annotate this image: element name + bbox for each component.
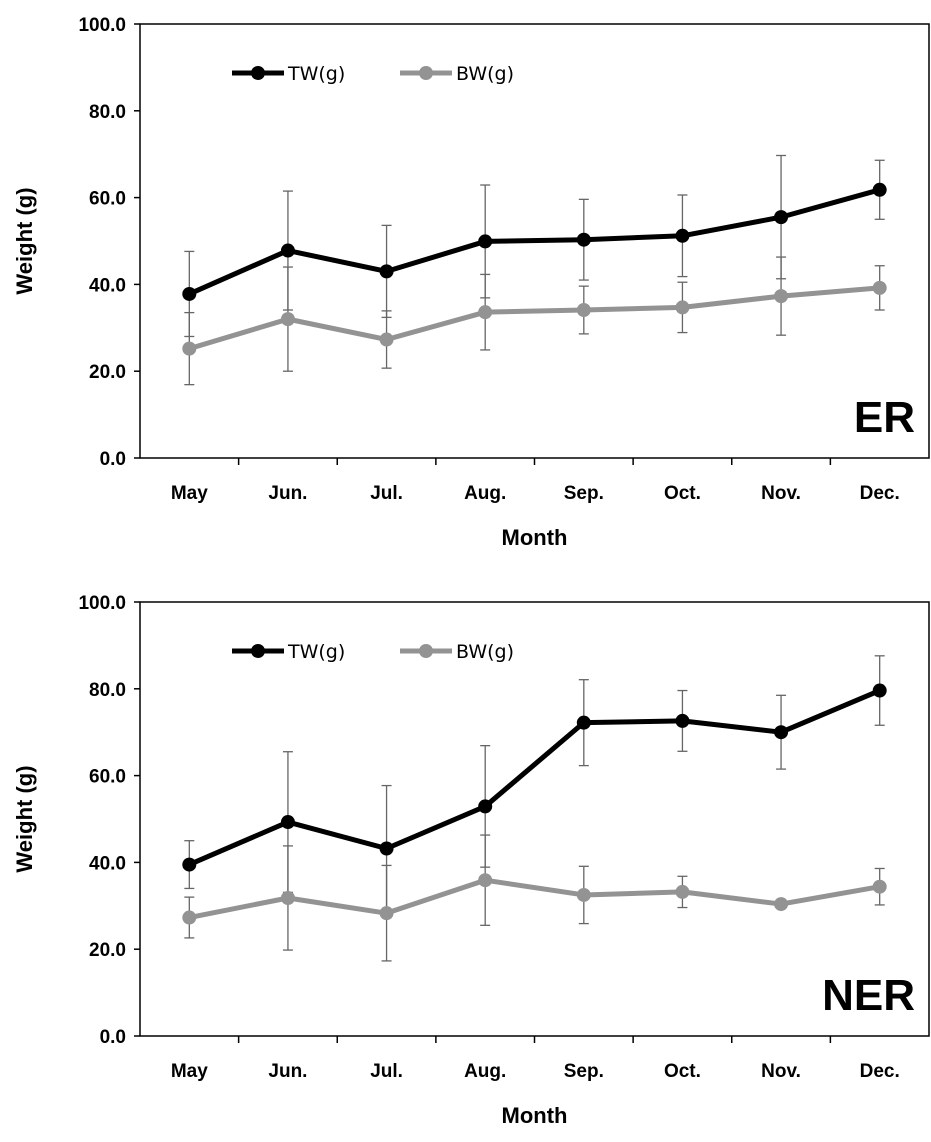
data-point bbox=[774, 725, 789, 740]
data-point bbox=[379, 264, 394, 279]
x-tick-label: Aug. bbox=[464, 483, 506, 504]
data-point bbox=[182, 286, 197, 301]
chart-panel-ner: 0.0 20.0 40.0 60.0 80.0 100.0 May Jun. Jul. Aug. S… bbox=[0, 578, 931, 1142]
x-tick-label: May bbox=[171, 483, 208, 504]
y-tick-label: 0.0 bbox=[100, 449, 126, 470]
series-1 bbox=[182, 834, 887, 962]
data-point bbox=[872, 879, 887, 894]
data-point bbox=[478, 873, 493, 888]
x-tick-label: Jun. bbox=[268, 1061, 307, 1082]
x-tick-label: Jul. bbox=[370, 483, 403, 504]
data-point bbox=[182, 341, 197, 356]
series-line bbox=[188, 187, 881, 297]
series-line bbox=[188, 877, 881, 920]
series-line bbox=[188, 285, 880, 352]
y-tick-label: 40.0 bbox=[89, 275, 126, 296]
plot-frame bbox=[139, 601, 930, 1037]
legend-label: TW(g) bbox=[287, 641, 345, 663]
x-tick-label: Oct. bbox=[664, 483, 701, 504]
data-point bbox=[872, 182, 887, 197]
data-point bbox=[478, 305, 493, 320]
x-tick-label: Dec. bbox=[860, 483, 900, 504]
data-point bbox=[280, 243, 295, 258]
legend: TW(g) BW(g) bbox=[232, 641, 514, 663]
x-tick-label: Oct. bbox=[664, 1061, 701, 1082]
data-point bbox=[675, 228, 690, 243]
y-tick-label: 40.0 bbox=[89, 853, 126, 874]
chart-er: 0.0 20.0 40.0 60.0 80.0 100.0 May Jun. Jul. Aug. S… bbox=[12, 15, 930, 550]
legend-label: BW(g) bbox=[456, 641, 514, 663]
x-tick-label: Sep. bbox=[564, 1061, 604, 1082]
y-tick-label: 80.0 bbox=[89, 102, 126, 123]
legend-label: TW(g) bbox=[287, 63, 345, 85]
x-tick-label: Nov. bbox=[761, 483, 801, 504]
data-point bbox=[182, 857, 197, 872]
y-tick-label: 20.0 bbox=[89, 940, 126, 961]
chart-ner: 0.0 20.0 40.0 60.0 80.0 100.0 May Jun. Jul. Aug. S… bbox=[12, 593, 930, 1128]
series-0 bbox=[182, 655, 887, 913]
x-tick-label: Dec. bbox=[860, 1061, 900, 1082]
data-point bbox=[576, 715, 591, 730]
legend: TW(g) BW(g) bbox=[232, 63, 514, 85]
x-tick-label: Sep. bbox=[564, 483, 604, 504]
legend-swatch-marker bbox=[251, 66, 265, 80]
x-tick-label: Jun. bbox=[268, 483, 307, 504]
x-tick-label: Aug. bbox=[464, 1061, 506, 1082]
data-point bbox=[675, 300, 690, 315]
data-point bbox=[379, 906, 394, 921]
data-point bbox=[675, 884, 690, 899]
data-point bbox=[379, 332, 394, 347]
x-axis-title: Month bbox=[502, 1103, 568, 1128]
y-axis-title: Weight (g) bbox=[12, 765, 37, 872]
y-tick-label: 20.0 bbox=[89, 362, 126, 383]
data-point bbox=[774, 289, 789, 304]
data-point bbox=[576, 303, 591, 318]
x-tick-label: May bbox=[171, 1061, 208, 1082]
legend-swatch-marker bbox=[419, 644, 433, 658]
data-point bbox=[478, 234, 493, 249]
legend-swatch-marker bbox=[419, 66, 433, 80]
chart-panel-er: 0.0 20.0 40.0 60.0 80.0 100.0 May Jun. Jul. Aug. S… bbox=[0, 0, 931, 564]
y-axis-title: Weight (g) bbox=[12, 187, 37, 294]
y-tick-label: 100.0 bbox=[78, 15, 126, 36]
x-tick-label: Jul. bbox=[370, 1061, 403, 1082]
data-point bbox=[872, 280, 887, 295]
panel-label: NER bbox=[822, 971, 915, 1020]
data-point bbox=[182, 910, 197, 925]
data-point bbox=[478, 799, 493, 814]
y-tick-label: 80.0 bbox=[89, 680, 126, 701]
data-point bbox=[576, 887, 591, 902]
data-point bbox=[280, 890, 295, 905]
y-tick-label: 60.0 bbox=[89, 767, 126, 788]
series-line bbox=[188, 688, 881, 867]
data-point bbox=[379, 841, 394, 856]
x-tick-label: Nov. bbox=[761, 1061, 801, 1082]
data-point bbox=[280, 815, 295, 830]
y-tick-label: 60.0 bbox=[89, 189, 126, 210]
data-point bbox=[675, 713, 690, 728]
legend-swatch-marker bbox=[251, 644, 265, 658]
data-point bbox=[576, 232, 591, 247]
series-1 bbox=[182, 256, 887, 386]
panel-label: ER bbox=[854, 393, 915, 442]
y-tick-label: 0.0 bbox=[100, 1027, 126, 1048]
legend-label: BW(g) bbox=[456, 63, 514, 85]
data-point bbox=[280, 312, 295, 327]
y-tick-label: 100.0 bbox=[78, 593, 126, 614]
data-point bbox=[872, 683, 887, 698]
data-point bbox=[774, 897, 789, 912]
x-axis-title: Month bbox=[502, 525, 568, 550]
data-point bbox=[774, 210, 789, 225]
